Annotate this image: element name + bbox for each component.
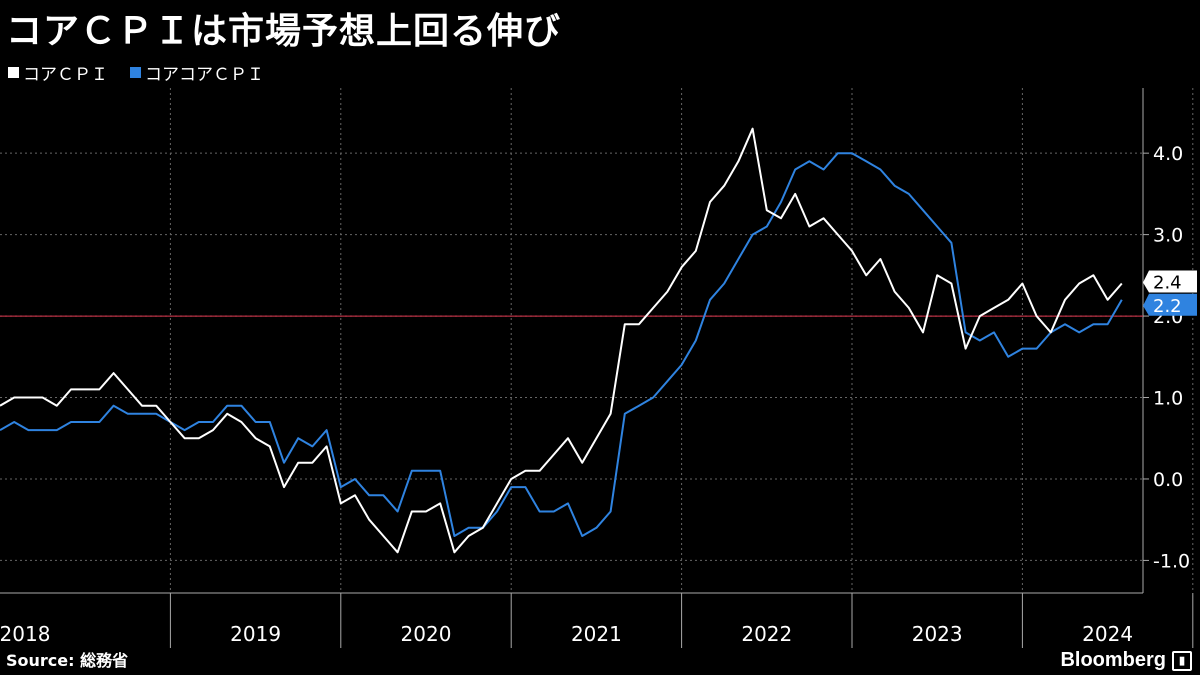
- x-tick-label: 2022: [741, 622, 792, 646]
- y-tick-label: 1.0: [1153, 388, 1183, 410]
- legend-item-core-core-cpi: コアコアＣＰＩ: [130, 60, 264, 85]
- x-tick-label: 2018: [0, 622, 50, 646]
- y-tick-label: 3.0: [1153, 225, 1183, 247]
- source-note: Source: 総務省: [6, 651, 129, 670]
- legend-swatch-blue: [130, 67, 141, 78]
- series-line-core-core-cpi: [0, 152, 1123, 537]
- end-labels: 2.42.2: [1143, 270, 1197, 317]
- series-lines: [0, 127, 1143, 554]
- gridlines: [0, 88, 1194, 593]
- legend: コアＣＰＩ コアコアＣＰＩ: [8, 60, 264, 85]
- end-label-text: 2.4: [1153, 272, 1182, 293]
- y-tick-label: 0.0: [1153, 469, 1183, 491]
- x-tick-label: 2019: [230, 622, 281, 646]
- y-tick-label: 4.0: [1153, 143, 1183, 165]
- legend-item-core-cpi: コアＣＰＩ: [8, 60, 108, 85]
- legend-swatch-white: [8, 67, 19, 78]
- x-tick-label: 2021: [571, 622, 622, 646]
- end-label-box: [1143, 293, 1197, 316]
- series-line-core-cpi: [0, 127, 1123, 554]
- brand-name: Bloomberg: [1060, 649, 1166, 671]
- x-tick-label: 2023: [912, 622, 963, 646]
- legend-label-core-cpi: コアＣＰＩ: [23, 65, 108, 85]
- chart-title: コアＣＰＩは市場予想上回る伸び: [6, 11, 562, 52]
- x-tick-label: 2024: [1082, 622, 1133, 646]
- bloomberg-logo: Bloomberg ▮: [1060, 649, 1192, 672]
- end-label-box: [1143, 270, 1197, 293]
- legend-label-core-core-cpi: コアコアＣＰＩ: [145, 65, 264, 85]
- end-label-text: 2.2: [1153, 296, 1182, 317]
- x-tick-label: 2020: [401, 622, 452, 646]
- y-tick-label: -1.0: [1153, 550, 1190, 572]
- terminal-icon: ▮: [1172, 650, 1192, 671]
